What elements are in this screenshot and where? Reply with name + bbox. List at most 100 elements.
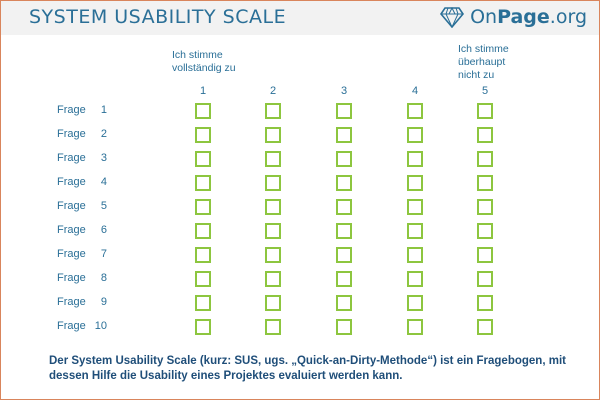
question-word: Frage [57, 296, 86, 308]
question-word: Frage [57, 248, 86, 260]
scale-left-line1: Ich stimme [172, 49, 223, 61]
checkbox-q4-2[interactable] [265, 175, 281, 191]
checkbox-q7-2[interactable] [265, 247, 281, 263]
checkbox-q6-4[interactable] [407, 223, 423, 239]
question-label-9: Frage 9 [57, 296, 107, 308]
checkbox-q5-1[interactable] [195, 199, 211, 215]
checkbox-q9-3[interactable] [336, 295, 352, 311]
checkbox-q1-1[interactable] [195, 103, 211, 119]
question-word: Frage [57, 320, 86, 332]
checkbox-q6-5[interactable] [477, 223, 493, 239]
checkbox-q1-5[interactable] [477, 103, 493, 119]
question-label-1: Frage 1 [57, 104, 107, 116]
checkbox-q2-2[interactable] [265, 127, 281, 143]
logo-text: OnPage.org [470, 6, 587, 28]
scale-left-line2: vollständig zu [172, 62, 236, 74]
checkbox-q8-1[interactable] [195, 271, 211, 287]
checkbox-q6-1[interactable] [195, 223, 211, 239]
checkbox-q5-5[interactable] [477, 199, 493, 215]
question-label-10: Frage 10 [57, 320, 107, 332]
checkbox-q8-5[interactable] [477, 271, 493, 287]
logo-bold: Page [497, 6, 550, 28]
question-label-6: Frage 6 [57, 224, 107, 236]
checkbox-q3-5[interactable] [477, 151, 493, 167]
checkbox-q10-3[interactable] [336, 319, 352, 335]
checkbox-q3-4[interactable] [407, 151, 423, 167]
question-word: Frage [57, 200, 86, 212]
question-label-3: Frage 3 [57, 152, 107, 164]
question-word: Frage [57, 152, 86, 164]
checkbox-q8-2[interactable] [265, 271, 281, 287]
question-number: 5 [100, 200, 107, 212]
checkbox-q5-3[interactable] [336, 199, 352, 215]
question-word: Frage [57, 176, 86, 188]
logo-suffix: .org [549, 6, 587, 28]
checkbox-q2-4[interactable] [407, 127, 423, 143]
checkbox-q9-4[interactable] [407, 295, 423, 311]
checkbox-q5-4[interactable] [407, 199, 423, 215]
question-number: 9 [100, 296, 107, 308]
question-label-2: Frage 2 [57, 128, 107, 140]
question-label-7: Frage 7 [57, 248, 107, 260]
scale-column-4: 4 [411, 85, 419, 97]
checkbox-q4-1[interactable] [195, 175, 211, 191]
question-number: 10 [94, 320, 107, 332]
header-bar: SYSTEM USABILITY SCALE OnPage.org [1, 1, 599, 35]
checkbox-q8-3[interactable] [336, 271, 352, 287]
question-number: 8 [100, 272, 107, 284]
scale-right-line2: überhaupt [458, 56, 506, 68]
question-number: 6 [100, 224, 107, 236]
scale-column-2: 2 [269, 85, 277, 97]
checkbox-q3-2[interactable] [265, 151, 281, 167]
scale-right-label: Ich stimme überhaupt nicht zu [458, 43, 509, 82]
question-number: 1 [100, 104, 107, 116]
checkbox-q9-5[interactable] [477, 295, 493, 311]
checkbox-q7-1[interactable] [195, 247, 211, 263]
checkbox-q1-2[interactable] [265, 103, 281, 119]
diamond-icon [440, 6, 465, 28]
checkbox-q2-3[interactable] [336, 127, 352, 143]
checkbox-q10-4[interactable] [407, 319, 423, 335]
checkbox-q3-3[interactable] [336, 151, 352, 167]
question-word: Frage [57, 128, 86, 140]
question-label-8: Frage 8 [57, 272, 107, 284]
question-label-5: Frage 5 [57, 200, 107, 212]
checkbox-q1-4[interactable] [407, 103, 423, 119]
question-word: Frage [57, 104, 86, 116]
checkbox-q10-1[interactable] [195, 319, 211, 335]
checkbox-q3-1[interactable] [195, 151, 211, 167]
checkbox-q9-2[interactable] [265, 295, 281, 311]
scale-column-5: 5 [481, 85, 489, 97]
checkbox-q10-2[interactable] [265, 319, 281, 335]
checkbox-q4-4[interactable] [407, 175, 423, 191]
scale-right-line1: Ich stimme [458, 43, 509, 55]
checkbox-q6-3[interactable] [336, 223, 352, 239]
footer-note: Der System Usability Scale (kurz: SUS, u… [49, 355, 566, 382]
scale-left-label: Ich stimme vollständig zu [172, 49, 236, 75]
question-label-4: Frage 4 [57, 176, 107, 188]
checkbox-q7-4[interactable] [407, 247, 423, 263]
question-number: 4 [100, 176, 107, 188]
checkbox-q7-5[interactable] [477, 247, 493, 263]
checkbox-q1-3[interactable] [336, 103, 352, 119]
checkbox-q7-3[interactable] [336, 247, 352, 263]
checkbox-q2-5[interactable] [477, 127, 493, 143]
checkbox-q5-2[interactable] [265, 199, 281, 215]
checkbox-q8-4[interactable] [407, 271, 423, 287]
checkbox-q10-5[interactable] [477, 319, 493, 335]
checkbox-q9-1[interactable] [195, 295, 211, 311]
scale-column-1: 1 [199, 85, 207, 97]
scale-column-3: 3 [340, 85, 348, 97]
checkbox-q4-5[interactable] [477, 175, 493, 191]
question-number: 2 [100, 128, 107, 140]
question-number: 3 [100, 152, 107, 164]
question-word: Frage [57, 272, 86, 284]
onpage-logo[interactable]: OnPage.org [440, 6, 587, 28]
logo-prefix: On [470, 6, 498, 28]
checkbox-q2-1[interactable] [195, 127, 211, 143]
checkbox-q4-3[interactable] [336, 175, 352, 191]
checkbox-q6-2[interactable] [265, 223, 281, 239]
question-number: 7 [100, 248, 107, 260]
page-title: SYSTEM USABILITY SCALE [29, 6, 287, 28]
